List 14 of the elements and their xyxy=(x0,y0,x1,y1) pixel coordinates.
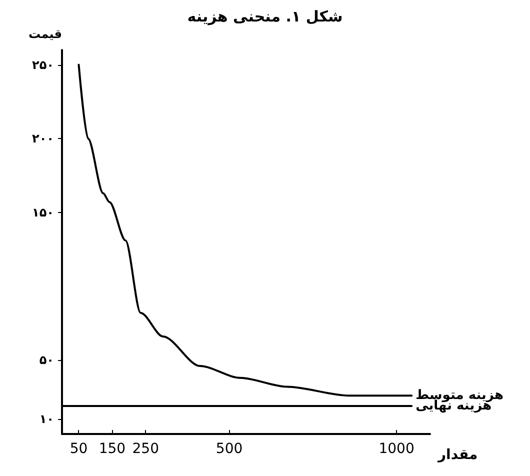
chart-title: شکل ۱. منحنی هزینه xyxy=(187,8,343,26)
y-tick-label: ۲۵۰ xyxy=(32,58,54,72)
y-tick-label: ۱۰ xyxy=(39,412,54,426)
x-tick-label: 150 xyxy=(98,441,126,457)
x-tick-label: 50 xyxy=(70,441,88,457)
y-tick-label: ۵۰ xyxy=(39,353,54,368)
x-tick-label: 500 xyxy=(216,441,243,457)
y-tick-label: ۲۰۰ xyxy=(32,132,54,146)
x-axis-title: مقدار xyxy=(437,447,478,463)
y-axis-title: قیمت xyxy=(28,27,62,41)
x-tick-label: 1000 xyxy=(378,441,414,457)
line-series xyxy=(78,64,413,397)
y-tick-label: ۱۵۰ xyxy=(32,205,54,220)
x-tick-label: 250 xyxy=(132,441,160,457)
